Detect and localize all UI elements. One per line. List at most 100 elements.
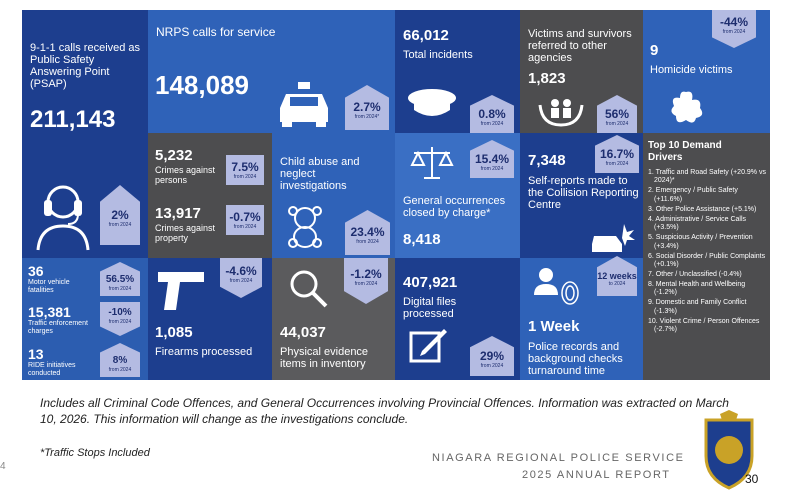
change: 2%: [111, 207, 129, 222]
tile-drivers: [643, 133, 770, 380]
change: 56.5%: [105, 273, 135, 285]
change: 23.4%: [350, 225, 385, 239]
hat-icon: [408, 89, 456, 116]
label: Physical evidence items in inventory: [280, 346, 369, 370]
change-note: from 2024: [356, 239, 379, 245]
label: Crimes against property: [155, 223, 216, 243]
change-note: from 2024: [480, 120, 504, 127]
change-note: from 2024: [108, 366, 132, 373]
value: 36: [28, 263, 44, 279]
label: Victims and survivors referred to other …: [528, 28, 632, 64]
drivers-list: 1. Traffic and Road Safety (+20.9% vs 20…: [648, 169, 766, 336]
report: 2025 ANNUAL REPORT: [522, 469, 671, 481]
police-car-icon: [280, 82, 328, 127]
label: Homicide victims: [650, 64, 733, 76]
change-note: from 2024: [480, 362, 504, 369]
value: 5,232: [155, 147, 193, 164]
magnifier-icon: [290, 270, 328, 308]
value: 407,921: [403, 274, 458, 291]
change-note: from 2024: [605, 160, 629, 167]
driver-item: 4. Administrative / Service Calls (+3.5%…: [648, 215, 747, 232]
change-note: from 2024: [480, 165, 504, 172]
footnote: *Traffic Stops Included: [40, 447, 150, 459]
value: 148,089: [155, 70, 249, 100]
crash-icon: [592, 224, 635, 252]
change-note: from 2024: [233, 223, 257, 230]
fingerprint-icon: [534, 268, 579, 305]
change-note: from 2024: [108, 221, 132, 228]
value: 8,418: [403, 231, 441, 248]
label: Self-reports made to the Collision Repor…: [528, 175, 639, 211]
value: 7,348: [528, 152, 566, 169]
label: Child abuse and neglect investigations: [280, 156, 360, 192]
change-badge: -0.7% from 2024: [226, 205, 264, 235]
driver-item: 6. Social Disorder / Public Complaints (…: [648, 252, 766, 269]
label: Motor vehicle fatalities: [28, 279, 70, 294]
change: -44%: [719, 14, 748, 29]
driver-item: 8. Mental Health and Wellbeing (-1.2%): [648, 281, 746, 297]
value: 9: [650, 42, 659, 59]
value: 66,012: [403, 27, 449, 44]
label: Firearms processed: [155, 346, 253, 358]
change-note: from 2024: [233, 173, 257, 180]
hands-icon: [538, 99, 584, 127]
headset-icon: [36, 185, 90, 251]
page-number: 30: [745, 472, 759, 486]
scales-icon: [410, 147, 454, 179]
driver-item: 7. Other / Unclassified (-0.4%): [648, 271, 742, 279]
label: Digital files processed: [403, 296, 457, 320]
value: 13,917: [155, 205, 201, 222]
driver-item: 10. Violent Crime / Person Offences (-2.…: [648, 317, 760, 334]
change: 8%: [112, 354, 128, 366]
change: 56%: [604, 106, 630, 121]
change: 15.4%: [474, 151, 510, 166]
change-badge: 15.4% from 2024: [470, 140, 514, 178]
change: 29%: [479, 348, 505, 363]
change-note: from 2024: [108, 318, 132, 325]
change-note: from 2024: [229, 277, 253, 284]
value: 1,085: [155, 324, 193, 341]
tile-crimes: [148, 133, 272, 258]
change: 2.7%: [353, 100, 381, 114]
value: 44,037: [280, 324, 326, 341]
change-note: from 2024: [354, 280, 378, 287]
gun-icon: [158, 272, 204, 310]
change-note: from 2024: [722, 28, 746, 35]
splat-icon: [671, 91, 703, 123]
change: 16.7%: [599, 146, 635, 161]
label: NRPS calls for service: [156, 25, 276, 39]
value: 211,143: [30, 106, 116, 133]
label: 9-1-1 calls received as Public Safety An…: [30, 42, 141, 90]
change-note: from 2024*: [354, 114, 380, 120]
driver-item: 5. Suspicious Activity / Prevention (+3.…: [648, 234, 753, 250]
label: Crimes against persons: [155, 165, 216, 185]
change-badge: 7.5% from 2024: [226, 155, 264, 185]
change: 7.5%: [231, 159, 259, 174]
driver-item: 2. Emergency / Public Safety (+11.6%): [648, 187, 738, 203]
label: Total incidents: [403, 49, 473, 61]
label: Police records and background checks tur…: [528, 341, 623, 377]
teddy-icon: [288, 206, 322, 248]
value: 1,823: [528, 70, 566, 87]
change: -1.2%: [350, 266, 382, 281]
driver-item: 1. Traffic and Road Safety (+20.9% vs 20…: [648, 169, 766, 185]
label: RIDE initiatives conducted: [28, 362, 76, 377]
value: 1 Week: [528, 318, 580, 335]
driver-item: 3. Other Police Assistance (+5.1%): [648, 205, 757, 213]
previous: 12 weeks: [597, 271, 637, 281]
label: General occurrences closed by charge*: [403, 195, 506, 219]
change: 0.8%: [478, 106, 506, 121]
value: 15,381: [28, 304, 71, 320]
value: 13: [28, 346, 44, 362]
change-note: from 2024: [108, 285, 132, 292]
crest: [704, 410, 754, 490]
change: -4.6%: [225, 263, 257, 278]
previous-note: to 2024: [608, 281, 626, 287]
org: NIAGARA REGIONAL POLICE SERVICE: [432, 452, 685, 464]
change: -10%: [108, 306, 132, 318]
prev-page: 4: [0, 461, 6, 472]
note: Includes all Criminal Code Offences, and…: [40, 396, 729, 426]
change: -0.7%: [229, 209, 261, 224]
pen-icon: [409, 329, 447, 363]
